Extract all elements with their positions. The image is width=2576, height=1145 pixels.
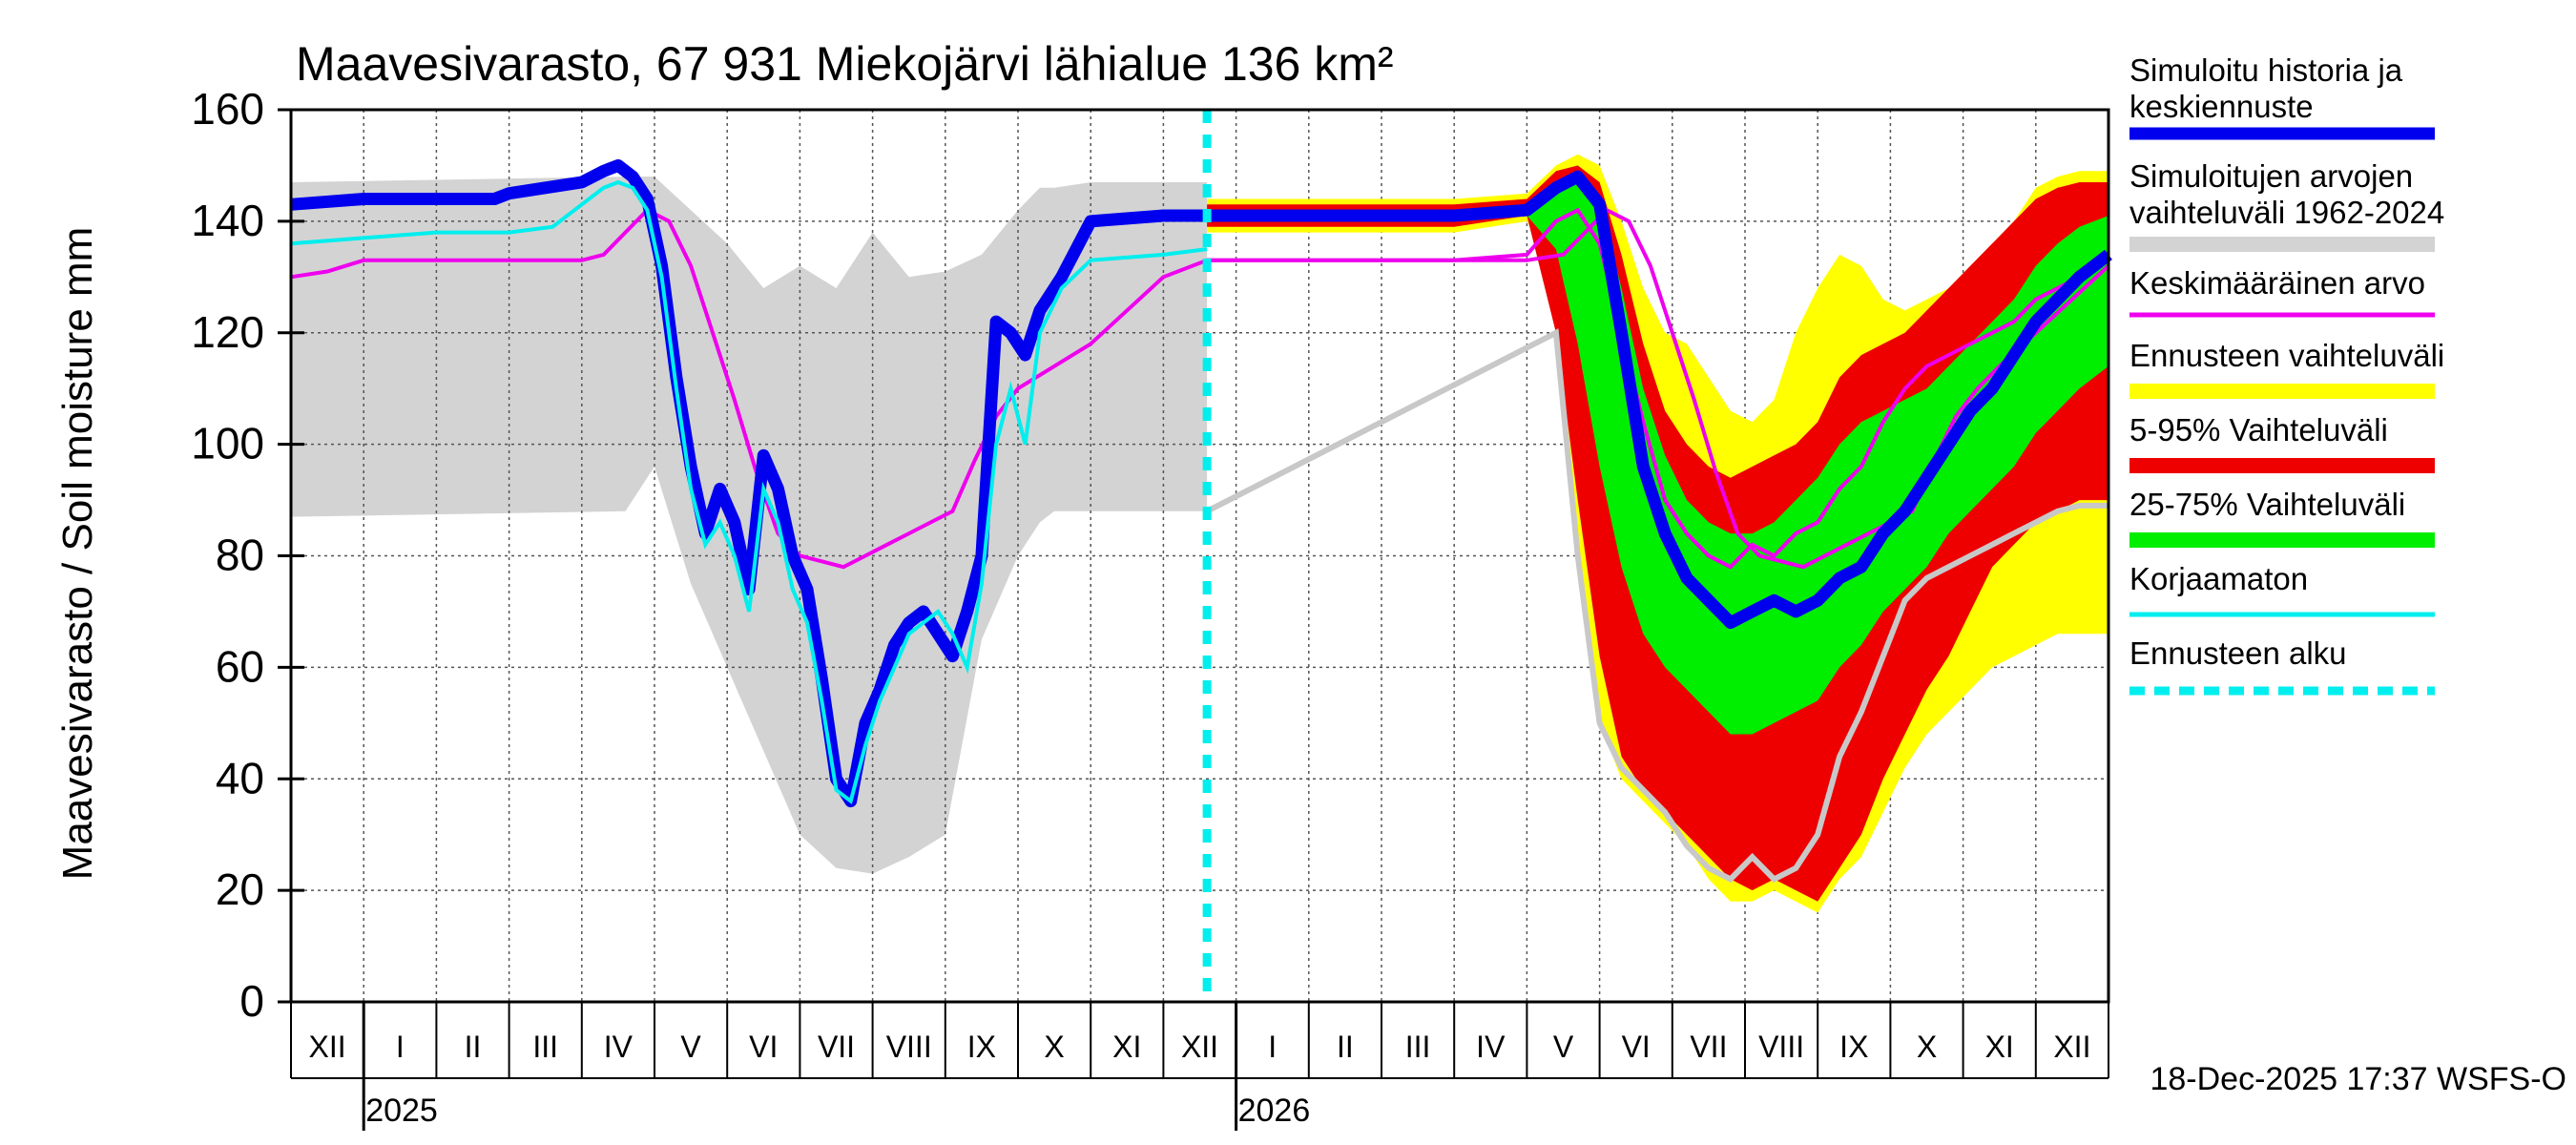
simulated-history-line (290, 158, 1208, 808)
month-label: XII (309, 1030, 346, 1064)
legend-label-line: vaihteluväli 1962-2024 (2129, 195, 2444, 230)
legend-label-line: Simuloitu historia ja (2129, 52, 2403, 88)
month-label: III (1405, 1030, 1431, 1064)
month-label: III (532, 1030, 558, 1064)
y-tick-label: 80 (216, 531, 264, 580)
y-tick-label: 60 (216, 641, 264, 691)
historical-range-band (291, 177, 1208, 874)
month-label: XII (2053, 1030, 2090, 1064)
month-label: VIII (1758, 1030, 1804, 1064)
month-label: XII (1181, 1030, 1218, 1064)
legend-item: 25-75% Vaihteluväli (2129, 487, 2435, 548)
legend-item: Simuloitu historia ja keskiennuste (2129, 52, 2435, 140)
y-tick-label: 160 (191, 84, 264, 134)
legend-label-line: Simuloitujen arvojen (2129, 158, 2413, 194)
legend-label: Ennusteen alku (2129, 635, 2347, 671)
month-label: VIII (886, 1030, 932, 1064)
legend-label: Korjaamaton (2129, 561, 2308, 596)
month-label: II (1337, 1030, 1354, 1064)
month-label: X (1044, 1030, 1064, 1064)
legend-label: Keskimääräinen arvo (2129, 265, 2425, 301)
legend-item: Simuloitujen arvojen vaihteluväli 1962-20… (2129, 158, 2444, 252)
legend-label: 5-95% Vaihteluväli (2129, 412, 2388, 448)
legend: Simuloitu historia ja keskiennusteSimuloi… (2129, 52, 2444, 696)
legend-item: 5-95% Vaihteluväli (2129, 412, 2435, 473)
historical-min-line (1205, 328, 2109, 884)
month-label: XI (1112, 1030, 1141, 1064)
legend-label: Simuloitu historia ja keskiennuste (2129, 52, 2403, 124)
chart-title: Maavesivarasto, 67 931 Miekojärvi lähial… (296, 37, 1394, 91)
month-label: V (680, 1030, 701, 1064)
month-label: I (396, 1030, 405, 1064)
legend-label: Ennusteen vaihteluväli (2129, 338, 2444, 373)
y-tick-label: 140 (191, 196, 264, 245)
legend-label: 25-75% Vaihteluväli (2129, 487, 2405, 522)
timestamp-footer: 18-Dec-2025 17:37 WSFS-O (2150, 1061, 2566, 1097)
month-label: I (1268, 1030, 1277, 1064)
forecast-25-75-band (1207, 177, 2109, 735)
legend-label: Simuloitujen arvojen vaihteluväli 1962-20… (2129, 158, 2444, 230)
month-label: VI (1622, 1030, 1651, 1064)
month-label: VII (1690, 1030, 1727, 1064)
month-label: X (1917, 1030, 1937, 1064)
legend-item: Ennusteen vaihteluväli (2129, 338, 2444, 399)
year-label: 2025 (365, 1093, 438, 1129)
legend-label-line: keskiennuste (2129, 89, 2314, 124)
month-label: IV (1476, 1030, 1506, 1064)
legend-item: Ennusteen alku (2129, 635, 2435, 696)
year-label: 2026 (1238, 1093, 1311, 1129)
month-label: IV (604, 1030, 634, 1064)
y-tick-label: 120 (191, 307, 264, 357)
y-tick-label: 100 (191, 419, 264, 468)
legend-item: Korjaamaton (2129, 561, 2435, 617)
month-label: VII (818, 1030, 855, 1064)
month-label: VI (749, 1030, 778, 1064)
y-tick-label: 20 (216, 864, 264, 914)
y-tick-label: 0 (239, 976, 264, 1026)
uncorrected-line (290, 179, 1208, 805)
forecast-mean-line (1207, 207, 2109, 570)
month-label: XI (1985, 1030, 2014, 1064)
month-label: II (465, 1030, 482, 1064)
forecast-median-line (1207, 170, 2112, 630)
y-tick-label: 40 (216, 753, 264, 802)
plot-area (290, 110, 2112, 1002)
month-label: V (1553, 1030, 1574, 1064)
y-axis-label: Maavesivarasto / Soil moisture mm (54, 227, 101, 881)
month-label: IX (967, 1030, 996, 1064)
legend-item: Keskimääräinen arvo (2129, 265, 2435, 318)
month-label: IX (1839, 1030, 1868, 1064)
